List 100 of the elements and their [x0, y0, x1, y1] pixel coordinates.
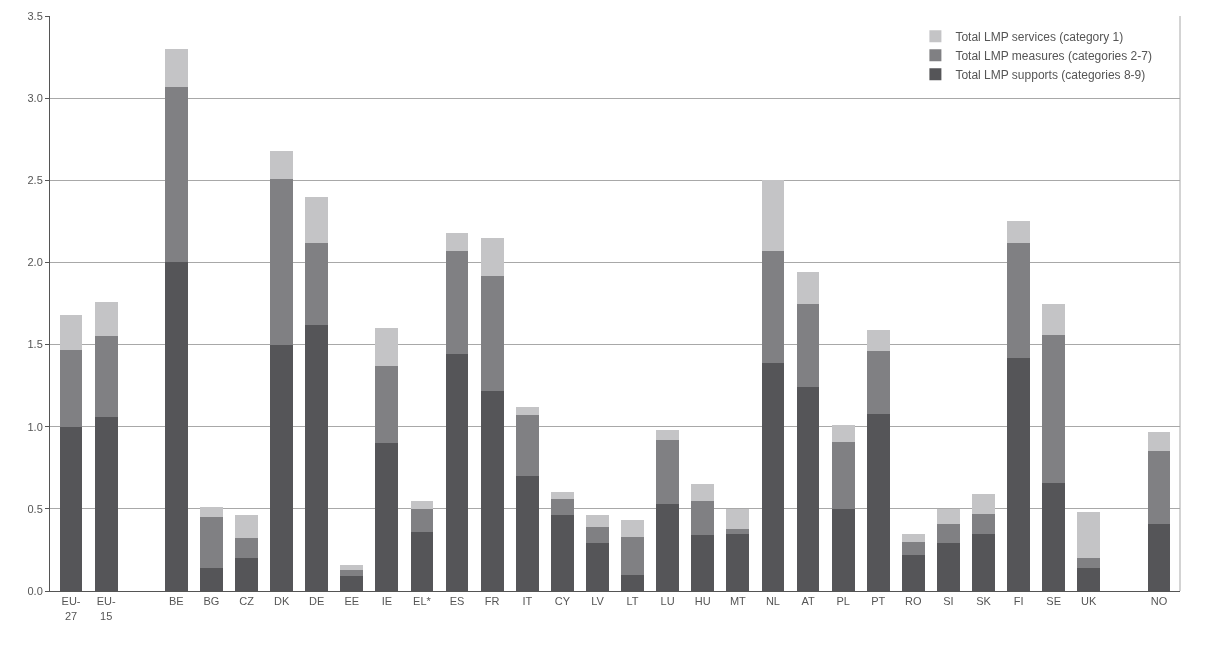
bar [375, 328, 399, 366]
bar [305, 196, 329, 243]
legend-label: Total LMP services (category 1) [955, 29, 1124, 44]
x-tick-label: FR [484, 595, 500, 608]
bar [726, 508, 750, 529]
x-tick-label: IT [522, 595, 533, 608]
bar [691, 484, 715, 501]
bar [761, 180, 785, 251]
y-tick-label: 0.0 [27, 584, 43, 597]
x-tick-label: SE [1046, 595, 1061, 608]
bar [1147, 431, 1171, 452]
x-tick-label: BG [203, 595, 220, 608]
bar [59, 349, 83, 427]
bar [1042, 303, 1066, 335]
bar [936, 508, 960, 524]
y-tick-label: 3.5 [27, 9, 43, 22]
bar [656, 430, 680, 440]
x-tick-label: EU-15 [96, 595, 116, 622]
x-tick-label: CY [554, 595, 571, 608]
bar [305, 242, 329, 325]
bar [1007, 221, 1030, 243]
bar [410, 500, 434, 509]
x-tick-label: IE [381, 595, 393, 608]
bar [796, 303, 820, 388]
bar [164, 48, 188, 87]
x-tick-label: DK [273, 595, 290, 608]
x-tick-label: PL [836, 595, 850, 608]
bar [550, 499, 574, 516]
bar [59, 315, 83, 350]
bar [445, 232, 469, 251]
bar [1077, 558, 1101, 568]
bar [972, 513, 995, 534]
x-tick-label: AT [801, 595, 815, 608]
bar [480, 275, 504, 391]
bar [1077, 512, 1101, 559]
x-tick-label: EU-27 [61, 595, 81, 622]
bar [761, 250, 785, 363]
bar [550, 492, 574, 499]
x-tick-label: PT [871, 595, 886, 608]
x-tick-label: ES [449, 595, 465, 608]
bar [936, 523, 960, 544]
x-tick-label: CZ [239, 595, 255, 608]
bar [691, 500, 715, 536]
bar [410, 508, 434, 532]
bar [586, 515, 609, 527]
bar [515, 415, 539, 476]
bar [726, 528, 750, 534]
y-tick-label: 0.5 [27, 502, 43, 515]
y-tick-label: 3.0 [27, 91, 43, 104]
legend-label: Total LMP measures (categories 2-7) [955, 48, 1152, 63]
bar [656, 439, 680, 504]
bar [340, 569, 364, 577]
bar [621, 536, 644, 575]
x-tick-label: FI [1013, 595, 1024, 608]
bar [235, 515, 258, 539]
bar [200, 507, 223, 518]
bar [164, 86, 188, 263]
bar [972, 494, 995, 514]
bar [445, 250, 469, 355]
x-tick-label: DE [309, 595, 325, 608]
bar [866, 329, 890, 352]
bar [901, 541, 925, 555]
bar [94, 336, 118, 417]
y-tick-label: 2.5 [27, 174, 43, 187]
bar [270, 150, 294, 179]
x-tick-label: LU [660, 595, 675, 608]
bar [1042, 334, 1066, 483]
x-tick-label: EL* [413, 595, 432, 608]
bar [796, 272, 820, 304]
x-tick-label: UK [1081, 595, 1098, 608]
bar [94, 301, 118, 337]
bar [480, 237, 504, 276]
bar [831, 425, 855, 442]
x-tick-label: EE [344, 595, 360, 608]
x-tick-label: BE [169, 595, 184, 608]
y-tick-label: 1.0 [27, 420, 43, 433]
x-tick-label: SI [943, 595, 954, 608]
y-tick-label: 1.5 [27, 338, 43, 351]
bar [831, 441, 855, 509]
x-tick-label: LV [591, 595, 605, 608]
x-tick-label: MT [729, 595, 747, 608]
bar [375, 365, 399, 444]
x-tick-label: HU [694, 595, 711, 608]
bar [621, 520, 644, 537]
x-tick-label: NL [765, 595, 780, 608]
bar [901, 533, 925, 542]
x-tick-label: NO [1150, 595, 1168, 608]
bar [586, 526, 609, 544]
y-tick-label: 2.0 [27, 256, 43, 269]
bar [200, 517, 223, 568]
x-tick-label: LT [626, 595, 639, 608]
x-tick-label: RO [905, 595, 922, 608]
legend-label: Total LMP supports (categories 8-9) [955, 67, 1146, 82]
bar [1147, 451, 1171, 524]
bar [235, 538, 258, 559]
bar [340, 564, 364, 570]
x-tick-label: SK [976, 595, 992, 608]
bar [1007, 242, 1030, 358]
bar [270, 178, 294, 345]
bar [515, 407, 539, 416]
